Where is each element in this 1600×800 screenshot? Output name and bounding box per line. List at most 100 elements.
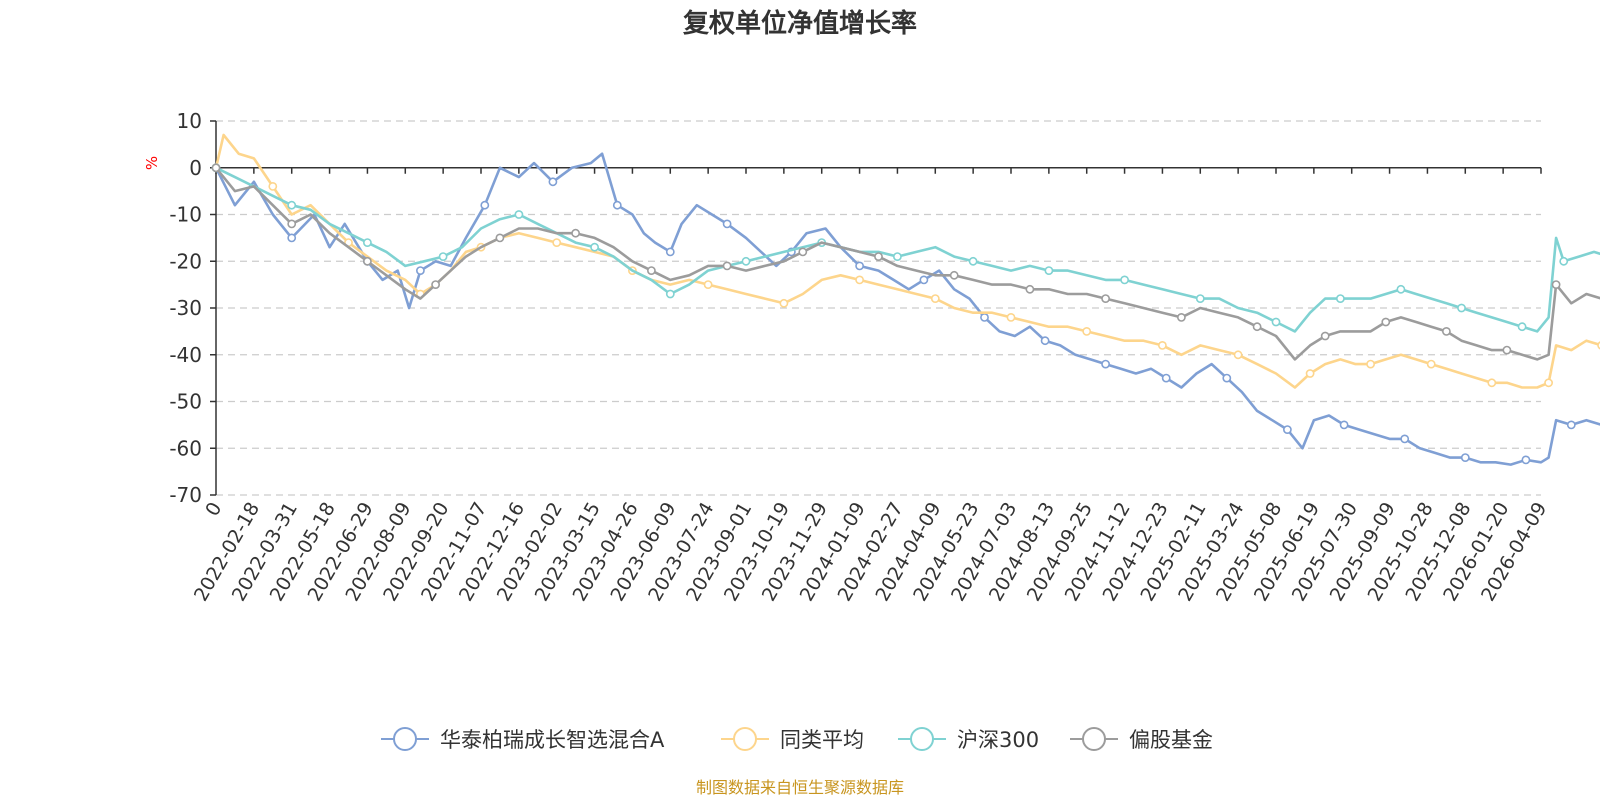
data-point: [287, 200, 297, 210]
data-point: [1551, 280, 1561, 289]
data-point: [495, 233, 505, 243]
data-point: [1502, 345, 1512, 355]
y-tick-label: -20: [169, 249, 202, 273]
data-point: [1040, 336, 1050, 346]
source-note: 制图数据来自恒生聚源数据库: [696, 778, 904, 797]
data-point: [362, 238, 372, 247]
legend-item[interactable]: 沪深300: [898, 727, 1039, 752]
data-point: [590, 242, 599, 252]
data-point: [779, 298, 789, 308]
data-point: [1120, 275, 1129, 285]
y-tick-label: -70: [169, 483, 202, 507]
data-point: [1487, 378, 1497, 388]
data-point: [1339, 420, 1349, 430]
y-axis-ticks: 10 0 -10 -20 -30 -40 -50 -60 -70: [169, 109, 216, 507]
data-point: [571, 228, 580, 238]
legend-item[interactable]: 华泰柏瑞成长智选混合A: [381, 727, 665, 752]
data-point: [722, 219, 732, 229]
y-tick-label: -60: [169, 436, 202, 460]
data-point: [949, 270, 959, 280]
y-tick-label: -30: [169, 296, 202, 320]
data-point: [1366, 359, 1375, 369]
legend-marker: [733, 727, 757, 751]
data-point: [548, 177, 558, 187]
legend-label: 偏股基金: [1129, 728, 1213, 752]
data-point: [893, 252, 902, 261]
series-line: [214, 152, 1600, 466]
axes: [215, 121, 1541, 495]
data-point: [480, 200, 490, 210]
data-point: [1158, 340, 1167, 350]
series-group: [211, 133, 1600, 466]
data-point: [1195, 294, 1205, 303]
y-tick-label: 10: [177, 109, 202, 133]
grid-lines: [216, 120, 1541, 496]
data-point: [1177, 312, 1186, 322]
data-point: [722, 261, 732, 271]
legend-label: 沪深300: [957, 728, 1039, 752]
data-point: [1101, 294, 1110, 303]
data-point: [1566, 420, 1576, 430]
y-tick-label: -10: [169, 203, 202, 227]
data-point: [919, 275, 929, 285]
x-tick-label: 0: [201, 499, 226, 520]
data-point: [415, 266, 425, 275]
data-point: [1233, 350, 1243, 360]
legend-marker: [910, 727, 934, 751]
data-point: [1426, 359, 1436, 369]
legend-label: 同类平均: [780, 728, 864, 752]
x-axis-ticks: 02022-02-182022-03-312022-05-182022-06-2…: [190, 167, 1551, 605]
data-point: [1396, 284, 1406, 294]
legend-item[interactable]: 同类平均: [721, 727, 864, 752]
data-point: [665, 247, 675, 257]
data-point: [211, 163, 221, 173]
data-point: [874, 252, 883, 261]
data-point: [665, 289, 675, 299]
data-point: [855, 261, 864, 271]
y-tick-label: -40: [169, 343, 202, 367]
data-point: [287, 233, 297, 243]
data-point: [1544, 378, 1553, 388]
data-point: [438, 252, 448, 261]
legend-marker: [393, 727, 417, 751]
data-point: [1460, 453, 1470, 462]
y-tick-label: 0: [189, 156, 202, 180]
legend-label: 华泰柏瑞成长智选混合A: [440, 728, 665, 752]
legend-marker: [1082, 727, 1106, 751]
legend-item[interactable]: 偏股基金: [1070, 727, 1213, 752]
data-point: [1457, 303, 1466, 313]
data-point: [1517, 322, 1527, 332]
data-point: [268, 181, 278, 191]
y-tick-label: -50: [169, 390, 202, 414]
data-point: [798, 247, 808, 257]
data-point: [968, 256, 978, 266]
data-point: [1381, 317, 1391, 327]
data-point: [1006, 312, 1016, 322]
data-point: [1025, 284, 1035, 294]
data-point: [1559, 256, 1569, 266]
data-point: [612, 200, 622, 210]
data-point: [552, 238, 562, 247]
data-point: [1442, 326, 1451, 336]
data-point: [647, 266, 656, 275]
data-point: [1305, 369, 1315, 378]
data-point: [1082, 326, 1092, 336]
series-0: [211, 152, 1600, 466]
data-point: [1222, 373, 1232, 383]
data-point: [1521, 455, 1531, 465]
data-point: [1161, 373, 1171, 383]
data-point: [1336, 294, 1345, 303]
data-point: [362, 256, 372, 266]
data-point: [930, 294, 940, 303]
data-point: [1283, 425, 1292, 434]
data-point: [1044, 266, 1054, 275]
data-point: [1400, 434, 1410, 444]
data-point: [703, 280, 713, 289]
y-axis-label: %: [143, 156, 161, 170]
data-point: [980, 312, 989, 322]
data-point: [1271, 317, 1281, 327]
data-point: [855, 275, 864, 285]
chart-title: 复权单位净值增长率: [683, 8, 917, 39]
data-point: [1320, 331, 1330, 341]
